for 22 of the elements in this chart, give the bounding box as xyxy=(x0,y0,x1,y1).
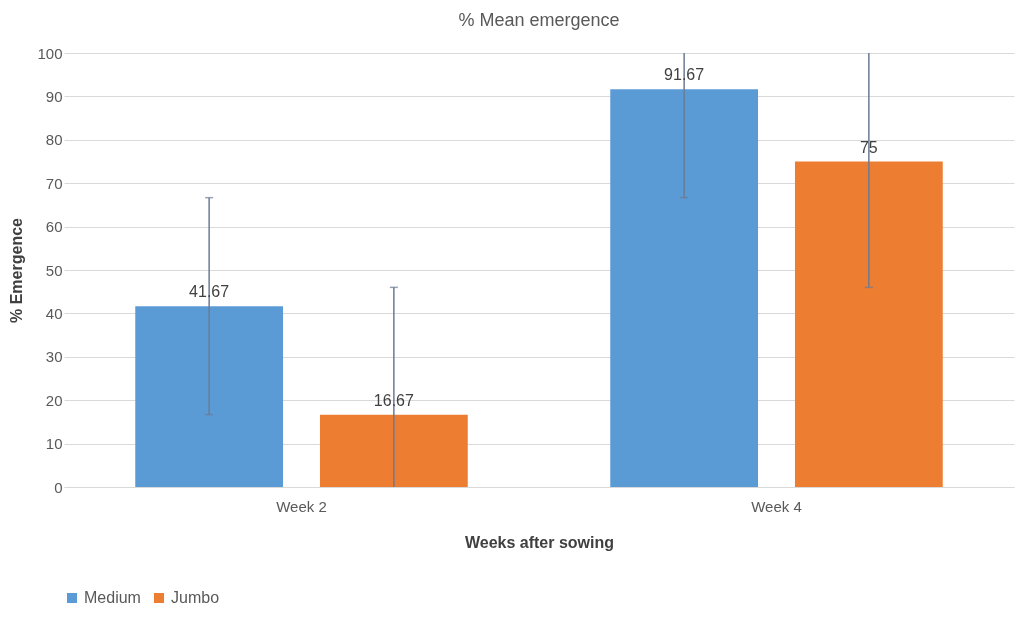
legend-label: Medium xyxy=(84,589,141,606)
y-tick-label: 70 xyxy=(45,174,63,192)
y-axis-title: % Emergence xyxy=(8,217,26,323)
x-tick-label: Week 2 xyxy=(276,497,327,515)
y-tick-label: 20 xyxy=(45,391,63,409)
y-tick-label: 100 xyxy=(37,44,63,62)
y-tick-label: 30 xyxy=(45,348,63,366)
legend-label: Jumbo xyxy=(171,589,220,606)
bar xyxy=(135,306,284,487)
x-axis-title: Weeks after sowing xyxy=(464,533,615,551)
chart-title: % Mean emergence xyxy=(458,10,620,30)
bar xyxy=(794,161,943,487)
y-tick-label: 10 xyxy=(45,435,63,453)
y-tick-label: 0 xyxy=(54,478,63,496)
bar xyxy=(610,89,759,487)
y-tick-label: 90 xyxy=(45,87,63,105)
y-tick-label: 60 xyxy=(45,218,63,236)
y-tick-label: 80 xyxy=(45,131,63,149)
x-tick-label: Week 4 xyxy=(751,497,802,515)
y-tick-label: 40 xyxy=(45,304,63,322)
y-tick-label: 50 xyxy=(45,261,63,279)
bar xyxy=(319,414,468,487)
